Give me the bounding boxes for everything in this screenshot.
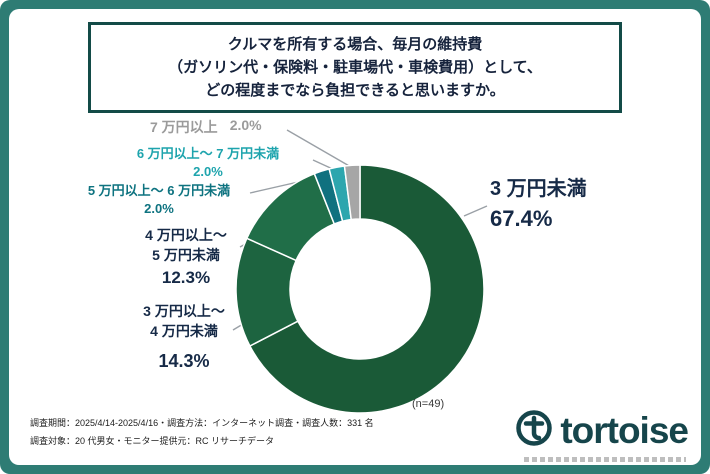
logo-row: tortoise [514,408,689,453]
logo-wordmark: tortoise [560,409,689,451]
title-line-2: （ガソリン代・保険料・駐車場代・車検費用）として、 [168,59,542,76]
title-line-3: どの程度までなら負担できると思いますか。 [205,82,505,99]
title-line-1: クルマを所有する場合、毎月の維持費 [227,36,483,53]
callout-5man-to-6man-pct: 2.0% [144,201,174,216]
callout-5man-to-6man: 5 万円以上〜 6 万円未満 2.0% [70,183,248,217]
callout-3man-to-4man-pct: 14.3% [158,351,210,371]
sample-size-label: (n=49) [412,398,445,410]
survey-footnote: 調査期間：2025/4/14-2025/4/16・調査方法：インターネット調査・… [30,414,374,450]
footnote-line-2: 調査対象：20 代男女・モニター提供元：RC リサーチデータ [30,436,275,446]
callout-under-3man-pct: 67.4% [490,206,553,231]
tortoise-logo: tortoise [514,408,689,462]
callout-4man-to-5man-label: 4 万円以上〜 5 万円未満 [145,227,227,263]
tortoise-circle-t-icon [514,408,554,453]
logo-tagline [524,457,686,462]
callout-5man-to-6man-label: 5 万円以上〜 6 万円未満 [87,183,231,198]
callout-7man-plus-label: 7 万円以上 [150,119,218,135]
callout-3man-to-4man: 3 万円以上〜 4 万円未満 14.3% [128,301,240,371]
callout-6man-to-7man-pct: 2.0% [193,164,223,179]
callout-under-3man: 3 万円未満 67.4% [490,176,587,232]
footnote-line-1: 調査期間：2025/4/14-2025/4/16・調査方法：インターネット調査・… [30,418,374,428]
callout-under-3man-label: 3 万円未満 [490,178,587,200]
survey-question-title: クルマを所有する場合、毎月の維持費 （ガソリン代・保険料・駐車場代・車検費用）と… [88,22,622,113]
callout-6man-to-7man: 6 万円以上〜 7 万円未満 2.0% [108,146,308,180]
callout-7man-plus-pct: 2.0% [229,117,262,133]
callout-4man-to-5man: 4 万円以上〜 5 万円未満 12.3% [130,225,242,288]
callout-6man-to-7man-label: 6 万円以上〜 7 万円未満 [136,146,280,161]
callout-7man-plus: 7 万円以上 2.0% [150,117,262,137]
callout-3man-to-4man-label: 3 万円以上〜 4 万円未満 [143,303,225,339]
callout-4man-to-5man-pct: 12.3% [161,268,211,287]
